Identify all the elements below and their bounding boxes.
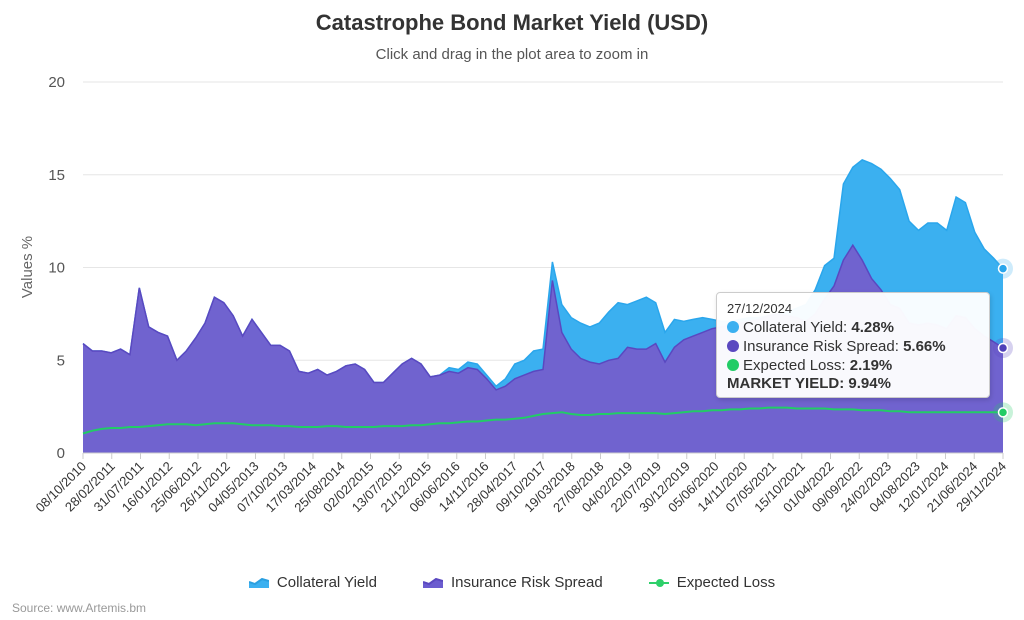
tooltip: 27/12/2024 Collateral Yield: 4.28% Insur… xyxy=(716,292,990,398)
legend-label: Insurance Risk Spread xyxy=(450,574,603,591)
series-line-expected-loss xyxy=(82,406,1004,435)
y-tick-label: 20 xyxy=(48,74,65,91)
y-tick-label: 15 xyxy=(48,167,65,184)
legend-symbol-expected-loss xyxy=(648,578,669,587)
legend-symbol-collateral-yield xyxy=(248,577,269,588)
legend: Collateral Yield Insurance Risk Spread E… xyxy=(0,574,1024,591)
legend-item-expected-loss[interactable]: Expected Loss xyxy=(648,574,776,591)
tooltip-value: 5.66% xyxy=(903,338,946,355)
y-axis-ticks: 0 5 10 15 20 xyxy=(48,74,65,462)
chart-plot-area[interactable]: 0 5 10 15 20 08/10/201028/02/201131/07/20111… xyxy=(0,0,1024,570)
tooltip-dot-insurance-risk-spread xyxy=(727,340,739,352)
tooltip-total-value: 9.94% xyxy=(848,375,891,392)
y-tick-label: 0 xyxy=(57,445,65,462)
chart-title: Catastrophe Bond Market Yield (USD) xyxy=(315,10,709,35)
hover-marker-expected-loss xyxy=(997,407,1009,418)
series-line-insurance-risk-spread xyxy=(82,243,1004,391)
legend-item-collateral-yield[interactable]: Collateral Yield xyxy=(248,574,377,591)
tooltip-total-label: MARKET YIELD: xyxy=(727,375,849,392)
chart-subtitle: Click and drag in the plot area to zoom … xyxy=(375,46,649,63)
hover-marker-collateral-yield xyxy=(997,263,1009,274)
tooltip-dot-collateral-yield xyxy=(727,321,739,333)
tooltip-value: 4.28% xyxy=(851,319,894,336)
tooltip-label: Expected Loss: xyxy=(743,357,850,374)
hover-marker-insurance-risk-spread xyxy=(997,342,1009,354)
tooltip-label: Collateral Yield: xyxy=(743,319,852,336)
y-tick-label: 5 xyxy=(57,352,65,369)
tooltip-row-collateral-yield: Collateral Yield: 4.28% xyxy=(727,319,894,336)
y-axis-label: Values % xyxy=(19,236,36,298)
legend-label: Collateral Yield xyxy=(276,574,377,591)
tooltip-row-expected-loss: Expected Loss: 2.19% xyxy=(727,357,892,374)
tooltip-value: 2.19% xyxy=(849,357,893,374)
tooltip-total: MARKET YIELD: 9.94% xyxy=(727,375,891,392)
tooltip-dot-expected-loss xyxy=(727,359,739,371)
tooltip-label: Insurance Risk Spread: xyxy=(743,338,904,355)
tooltip-row-insurance-risk-spread: Insurance Risk Spread: 5.66% xyxy=(727,338,946,355)
legend-symbol-insurance-risk-spread xyxy=(422,577,443,588)
hover-markers xyxy=(993,258,1013,423)
series-area-insurance-risk-spread xyxy=(83,245,1003,453)
y-tick-label: 10 xyxy=(48,260,65,277)
tooltip-date: 27/12/2024 xyxy=(727,301,793,316)
x-axis-ticks: 08/10/201028/02/201131/07/201116/01/2012… xyxy=(32,452,1009,515)
credits[interactable]: Source: www.Artemis.bm xyxy=(12,601,147,615)
legend-item-insurance-risk-spread[interactable]: Insurance Risk Spread xyxy=(422,574,603,591)
legend-label: Expected Loss xyxy=(676,574,776,591)
